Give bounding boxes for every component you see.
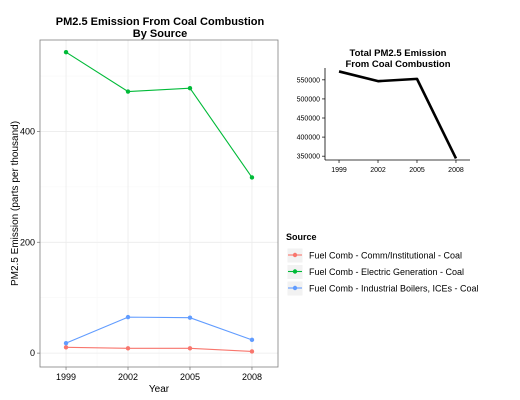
data-point: [249, 349, 255, 354]
data-point: [63, 340, 69, 346]
main-chart-x-ticks: 1999 2002 2005 2008: [56, 367, 262, 382]
legend-title: Source: [286, 232, 317, 242]
legend-key-point: [292, 285, 298, 291]
legend-items: Fuel Comb - Comm/Institutional - Coal Fue…: [286, 247, 479, 297]
data-point: [187, 315, 193, 320]
inset-y-tick-label: 350000: [297, 154, 320, 161]
inset-x-tick-label: 2008: [448, 167, 464, 174]
series-fuel-comb-industrial-boilers-ices-coal: [63, 314, 255, 346]
main-chart-panel: [39, 39, 279, 368]
inset-y-tick-label: 400000: [297, 135, 320, 142]
main-chart-y-ticks: 0 200 400: [20, 126, 40, 358]
inset-x-tick-label: 2002: [370, 167, 386, 174]
series-line: [65, 316, 253, 344]
main-y-tick-label: 0: [30, 348, 35, 358]
data-point: [125, 346, 131, 351]
data-point: [249, 337, 255, 343]
inset-y-tick-label: 500000: [297, 96, 320, 103]
main-x-tick-label: 2008: [242, 372, 262, 382]
inset-x-tick-label: 2005: [409, 167, 425, 174]
series-line: [65, 51, 253, 178]
legend-label: Fuel Comb - Industrial Boilers, ICEs - C…: [309, 284, 479, 294]
series-fuel-comb-electric-generation-coal: [63, 49, 255, 180]
inset-y-tick-label: 550000: [297, 77, 320, 84]
main-chart-gridlines: [40, 40, 278, 367]
legend-item: Fuel Comb - Industrial Boilers, ICEs - C…: [286, 280, 479, 297]
inset-y-tick-label: 450000: [297, 116, 320, 123]
legend-label: Fuel Comb - Electric Generation - Coal: [309, 267, 464, 277]
main-y-tick-label: 400: [20, 126, 35, 136]
inset-total-line: [338, 70, 458, 160]
main-x-tick-label: 2005: [180, 372, 200, 382]
data-point: [249, 175, 255, 180]
inset-chart-y-ticks: 350000 400000 450000 500000 550000: [297, 77, 325, 161]
data-point: [187, 346, 193, 351]
data-point: [125, 89, 131, 94]
main-chart-x-axis-label: Year: [149, 384, 170, 395]
main-chart-title: PM2.5 Emission From Coal Combustion: [56, 16, 265, 28]
inset-chart-x-ticks: 1999 2002 2005 2008: [331, 160, 464, 174]
inset-chart-subtitle: From Coal Combustion: [345, 59, 450, 70]
data-point: [125, 314, 131, 320]
series-line: [66, 346, 252, 353]
main-x-tick-label: 1999: [56, 372, 76, 382]
legend-key-point: [292, 269, 298, 274]
inset-x-tick-label: 1999: [331, 167, 347, 174]
main-chart-series: [63, 49, 255, 354]
data-point: [63, 49, 69, 55]
main-chart: PM2.5 Emission From Coal Combustion By S…: [10, 16, 279, 395]
main-y-tick-label: 200: [20, 237, 35, 247]
legend-label: Fuel Comb - Comm/Institutional - Coal: [309, 251, 462, 261]
inset-chart: Total PM2.5 Emission From Coal Combustio…: [297, 48, 470, 174]
legend-key-point: [292, 252, 298, 258]
legend-item: Fuel Comb - Electric Generation - Coal: [286, 264, 464, 280]
main-x-tick-label: 2002: [118, 372, 138, 382]
series-fuel-comb-comm-institutional-coal: [63, 345, 255, 354]
inset-chart-series: [338, 70, 458, 160]
legend: Source Fuel Comb - Comm/Institutional - …: [286, 232, 479, 297]
main-chart-y-axis-label: PM2.5 Emission (parts per thousand): [10, 121, 21, 286]
data-point: [187, 86, 193, 91]
data-point: [63, 345, 69, 350]
main-chart-subtitle: By Source: [133, 28, 187, 40]
inset-chart-title: Total PM2.5 Emission: [350, 48, 447, 59]
legend-item: Fuel Comb - Comm/Institutional - Coal: [286, 247, 462, 264]
inset-chart-axes: [324, 68, 470, 161]
